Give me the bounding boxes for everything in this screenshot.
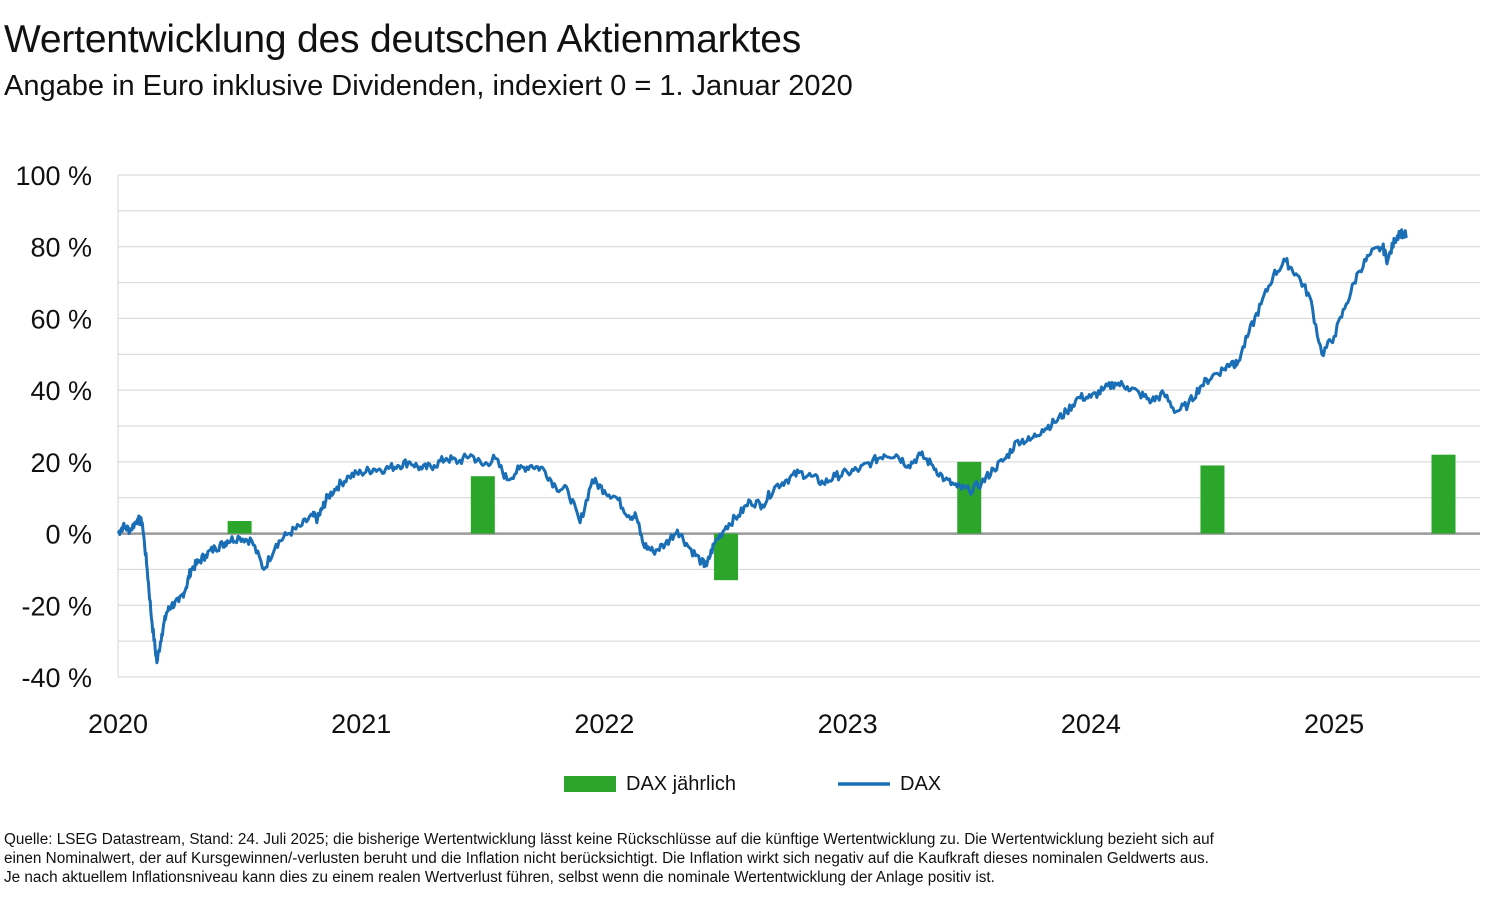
y-tick-label: 20 % (30, 448, 92, 478)
y-tick-label: 60 % (30, 304, 92, 334)
legend-label-dax: DAX (900, 773, 941, 795)
grid-lines (117, 174, 1480, 678)
y-axis-ticks: 100 % 80 % 60 % 40 % 20 % 0 % -20 % -40 % (15, 161, 92, 693)
chart-subtitle: Angabe in Euro inklusive Dividenden, ind… (4, 70, 853, 102)
legend-swatch-dax-jaehrlich (564, 776, 616, 792)
y-tick-label: 0 % (45, 520, 92, 550)
bar (470, 476, 495, 534)
chart-canvas: 100 %80 %60 %40 %20 %0 %-20 %-40 % 2020 2… (15, 161, 1480, 795)
x-tick-label: 2022 (574, 709, 634, 739)
chart-title: Wertentwicklung des deutschen Aktienmark… (4, 18, 802, 61)
footnote-line-2: einen Nominalwert, der auf Kursgewinnen/… (4, 850, 1209, 867)
footnote-line-1: Quelle: LSEG Datastream, Stand: 24. Juli… (4, 831, 1214, 848)
y-tick-label: 80 % (30, 233, 92, 263)
footnote-line-3: Je nach aktuellem Inflationsniveau kann … (4, 869, 995, 886)
bar (1431, 454, 1456, 534)
y-tick-label: 100 % (15, 161, 92, 191)
y-tick-label: -40 % (21, 663, 92, 693)
dax-line (116, 228, 1408, 665)
x-tick-label: 2023 (818, 709, 878, 739)
x-tick-label: 2020 (88, 709, 148, 739)
bar (1200, 465, 1225, 534)
bar (957, 461, 982, 534)
source-footnote: Quelle: LSEG Datastream, Stand: 24. Juli… (4, 830, 1496, 887)
bar-series-dax-jaehrlich (227, 454, 1456, 581)
bar (227, 521, 252, 534)
x-axis-ticks: 2020 2021 2022 2023 2024 2025 (88, 709, 1364, 739)
x-tick-label: 2021 (331, 709, 391, 739)
y-tick-label: 40 % (30, 376, 92, 406)
y-tick-label: -20 % (21, 591, 92, 621)
x-tick-label: 2025 (1304, 709, 1364, 739)
bar (714, 533, 739, 581)
legend: DAX jährlich DAX (564, 773, 941, 795)
x-tick-label: 2024 (1061, 709, 1121, 739)
line-series-dax (116, 228, 1408, 665)
legend-label-dax-jaehrlich: DAX jährlich (626, 773, 736, 795)
